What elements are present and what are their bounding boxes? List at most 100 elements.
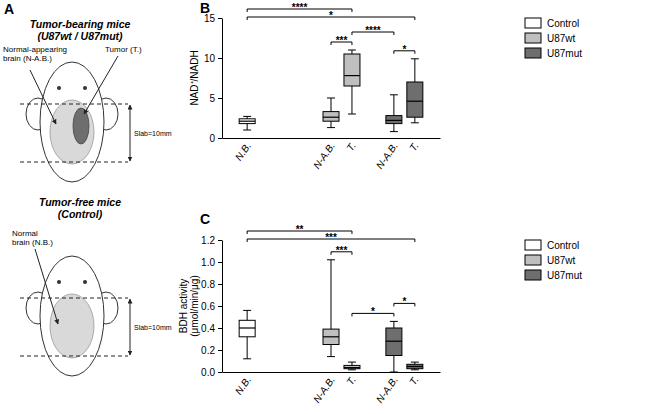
y-tick-mark [218,262,222,263]
box-median [344,75,360,76]
box-plot [344,362,360,370]
significance-annotations: ********** [247,224,415,317]
legend-label: Control [547,18,579,29]
legend-swatch [525,255,541,265]
whisker-cap-min [348,369,356,370]
y-tick: 1.0 [201,257,222,268]
region-arrow [30,70,56,124]
y-axis-line [222,241,223,373]
y-tick: 0.0 [201,367,222,378]
y-axis-line [222,19,223,139]
slab-boundary [20,104,128,105]
x-tick: T. [407,140,421,153]
y-tick-label: 5 [209,93,215,104]
y-tick-label: 0.6 [201,301,215,312]
region-label: Normal-appearing [3,45,67,54]
whisker-cap-max [411,58,419,59]
y-axis-title: BDH activity [178,279,189,333]
whisker-cap-max [348,50,356,51]
mouse-panel-title: (U87wt / U87mut) [37,30,123,42]
x-tick-label: N-A.B. [311,140,337,170]
legend-swatch [525,18,541,28]
box-median [239,121,255,122]
box-plot [407,59,423,123]
region-arrow [35,249,58,324]
whisker-cap-max [243,116,251,117]
legend-swatch [525,33,541,43]
box-median [386,120,402,121]
box-series [239,116,255,130]
box-iqr [239,119,255,124]
y-tick-mark [218,284,222,285]
whisker-cap-max [390,94,398,95]
significance-label: *** [325,232,337,243]
x-axis-line [223,372,441,373]
box-iqr [323,329,339,344]
y-tick-mark [218,98,222,99]
plot-area [239,50,423,132]
mouse-panel-title: (Control) [58,208,103,220]
region-arrow [84,56,118,114]
box-median [239,327,255,328]
legend-swatch [525,270,541,280]
significance-label: * [402,44,406,55]
box-plot [407,362,423,370]
box-iqr [386,116,402,124]
whisker-cap-min [348,114,356,115]
y-tick-mark [218,240,222,241]
y-tick-label: 0.2 [201,345,215,356]
mouse-eye [83,280,87,284]
x-tick-label: N-A.B. [374,140,400,170]
box-iqr [323,112,339,122]
plot-area [239,260,423,372]
significance-label: * [329,10,333,21]
mouse-panel-title: Tumor-bearing mice [30,18,131,30]
legend-swatch [525,48,541,58]
region-label: brain (N.B.) [12,238,53,247]
y-tick: 10 [204,53,222,64]
slab-boundary [20,298,128,299]
slab-boundary [20,356,128,357]
figure: ATumor-bearing mice(U87wt / U87mut)Slab=… [0,0,653,414]
significance-label: **** [365,25,381,36]
y-tick: 1.2 [201,235,222,246]
slab-arrow [130,105,131,161]
y-tick-label: 15 [204,13,216,24]
x-tick: T. [407,374,421,387]
x-tick: T. [344,140,358,153]
box-median [323,117,339,118]
box-iqr [239,320,255,337]
x-tick-label: T. [344,374,358,387]
significance-label: *** [336,35,348,46]
box-iqr [407,364,423,368]
brain [50,294,94,358]
box-iqr [344,54,360,86]
x-axis: N.B.N-A.B.T.N-A.B.T. [223,139,441,171]
significance-label: *** [336,245,348,256]
region-label: Tumor (T.) [105,45,142,54]
x-tick: N-A.B. [374,374,400,404]
box-series [323,260,360,370]
x-tick-label: T. [407,374,421,387]
legend-label: U87mut [547,48,582,59]
box-series [386,59,423,132]
y-tick: 0.2 [201,345,222,356]
slab-arrow [130,299,131,355]
mouse-eye [57,86,61,90]
y-axis: 0.00.20.40.60.81.01.2 [201,235,222,378]
panel-letter: A [4,1,14,17]
significance-label: ** [296,224,304,235]
mouse-panel: Tumor-bearing mice(U87wt / U87mut)Slab=1… [3,18,172,182]
whisker-cap-min [390,131,398,132]
mouse-panel: Tumor-free mice(Control)Slab=10mmNormalb… [12,196,172,376]
y-tick-label: 0.8 [201,279,215,290]
y-tick-mark [218,328,222,329]
whisker-cap-min [411,369,419,370]
x-tick: N-A.B. [311,374,337,404]
box-series [386,321,423,372]
whisker-cap-min [327,127,335,128]
mouse-eye [57,280,61,284]
whisker-cap-max [327,98,335,99]
y-tick-mark [218,138,222,139]
legend-label: U87wt [547,33,576,44]
